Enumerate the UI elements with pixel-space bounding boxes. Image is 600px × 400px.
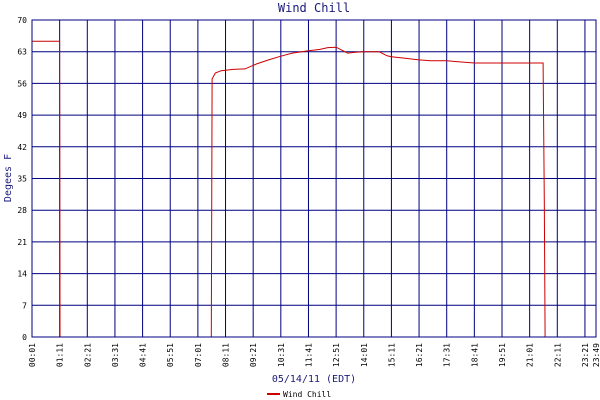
x-tick-label: 14:01 [360, 343, 369, 367]
y-tick-label: 35 [17, 175, 27, 184]
x-tick-label: 15:11 [387, 343, 396, 367]
y-tick-label: 56 [17, 79, 27, 88]
y-tick-label: 21 [17, 238, 27, 247]
y-tick-label: 42 [17, 143, 27, 152]
x-tick-label: 23:21 [581, 343, 590, 367]
plot-frame [31, 19, 597, 338]
x-tick-label: 18:41 [470, 343, 479, 367]
x-tick-label: 22:11 [553, 343, 562, 367]
x-tick-label: 17:31 [443, 343, 452, 367]
series-layer [32, 40, 596, 338]
y-tick-label: 7 [22, 301, 27, 310]
y-axis-ticks: 0 7 14 21 28 35 42 49 56 63 70 [17, 16, 27, 342]
x-tick-label: 01:11 [56, 343, 65, 367]
x-axis-label: 05/14/11 (EDT) [272, 374, 356, 385]
x-tick-label: 16:21 [415, 343, 424, 367]
x-tick-label: 09:21 [249, 343, 258, 367]
y-tick-label: 14 [17, 270, 27, 279]
x-tick-label: 00:01 [28, 343, 37, 367]
x-axis-ticks: 00:01 01:11 02:21 03:31 04:41 05:51 07:01 08:11… [28, 343, 600, 367]
x-tick-label: 05:51 [166, 343, 175, 367]
y-tick-label: 63 [17, 48, 27, 57]
x-tick-label: 12:51 [332, 343, 341, 367]
x-tick-label: 21:01 [526, 343, 535, 367]
y-tick-label: 28 [17, 206, 27, 215]
x-tick-label: 08:11 [222, 343, 231, 367]
x-tick-label: 19:51 [498, 343, 507, 367]
x-tick-label: 07:01 [194, 343, 203, 367]
legend: Wind Chill [267, 390, 331, 399]
y-tick-label: 70 [17, 16, 27, 25]
y-tick-label: 49 [17, 111, 27, 120]
y-tick-label: 0 [22, 333, 27, 342]
x-tick-label: 03:31 [111, 343, 120, 367]
series-line-wind-chill [32, 40, 596, 338]
y-axis-label: Degees F [3, 154, 14, 202]
x-tick-label: 11:41 [304, 343, 313, 367]
x-tick-label: 10:31 [277, 343, 286, 367]
x-tick-label: 23:49 [592, 343, 600, 367]
chart-title: Wind Chill [278, 1, 350, 15]
legend-label: Wind Chill [283, 390, 331, 399]
x-tick-label: 04:41 [139, 343, 148, 367]
x-tick-label: 02:21 [83, 343, 92, 367]
